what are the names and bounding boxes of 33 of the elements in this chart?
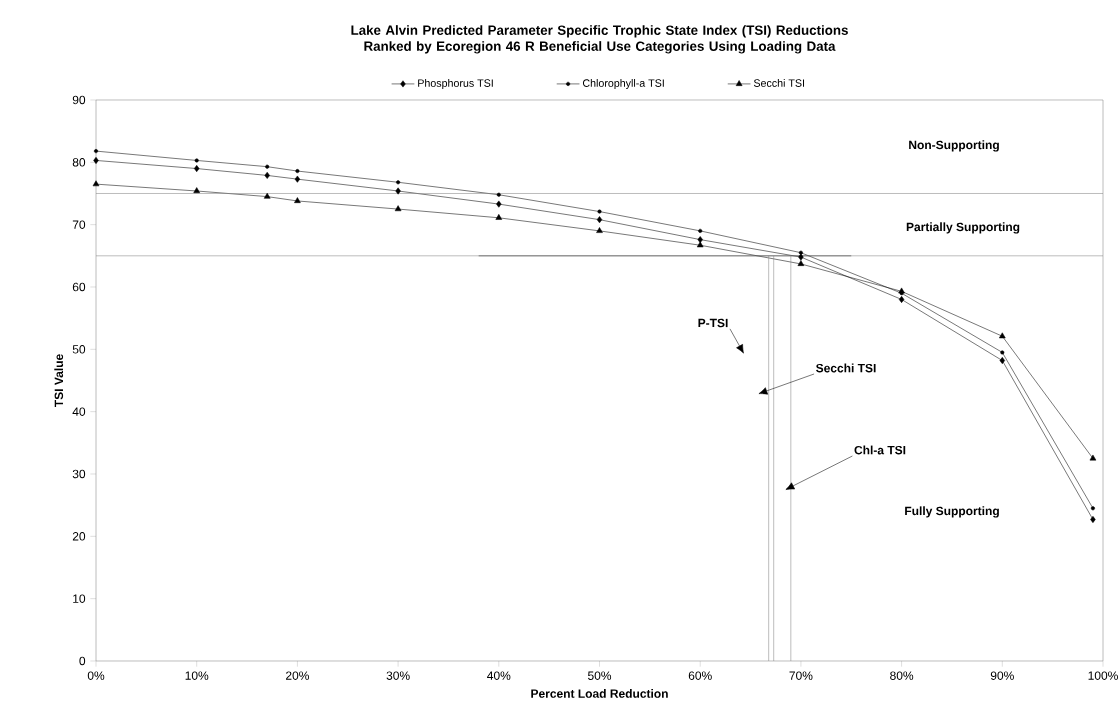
y-axis-title: TSI Value	[54, 354, 64, 408]
x-tick-label: 80%	[890, 671, 914, 680]
y-tick-label: 90	[72, 95, 86, 105]
x-tick-label: 10%	[185, 671, 209, 680]
chart-title: Lake Alvin Predicted Parameter Specific Trophic State Index (TSI) Reductions Ranked by Ecoregion 46 R Beneficial Use Categories Using Loading Data	[351, 25, 848, 54]
x-tick-label: 60%	[688, 671, 712, 680]
x-tick-label: 70%	[789, 671, 813, 680]
y-tick-label: 80	[72, 158, 86, 167]
x-tick-label: 100%	[1088, 671, 1118, 680]
y-tick-label: 70	[72, 220, 86, 229]
annotation: Non-Supporting	[909, 140, 999, 152]
y-tick-label: 50	[72, 345, 86, 354]
y-tick-label: 60	[72, 282, 86, 292]
x-tick-label: 0%	[87, 671, 105, 680]
annotation: Secchi TSI	[816, 363, 876, 373]
annotation: Chl-a TSI	[854, 445, 906, 455]
y-tick-label: 10	[73, 594, 86, 603]
y-tick-label: 0	[79, 656, 86, 666]
x-tick-label: 50%	[587, 671, 612, 680]
annotation: Fully Supporting	[905, 506, 999, 518]
x-tick-label: 90%	[990, 671, 1014, 680]
annotation: P-TSI	[698, 318, 728, 328]
legend-label: Chlorophyll-a TSI	[582, 79, 664, 89]
y-tick-label: 20	[72, 532, 86, 541]
x-axis-title: Percent Load Reduction	[531, 689, 668, 698]
y-tick-label: 40	[72, 407, 86, 416]
y-tick-label: 30	[72, 469, 86, 479]
x-tick-label: 40%	[487, 671, 511, 680]
x-tick-label: 20%	[286, 671, 309, 680]
annotation: Partially Supporting	[906, 222, 1020, 234]
legend-label: Phosphorus TSI	[418, 79, 493, 89]
legend-label: Secchi TSI	[753, 79, 805, 87]
x-tick-label: 30%	[386, 671, 410, 680]
